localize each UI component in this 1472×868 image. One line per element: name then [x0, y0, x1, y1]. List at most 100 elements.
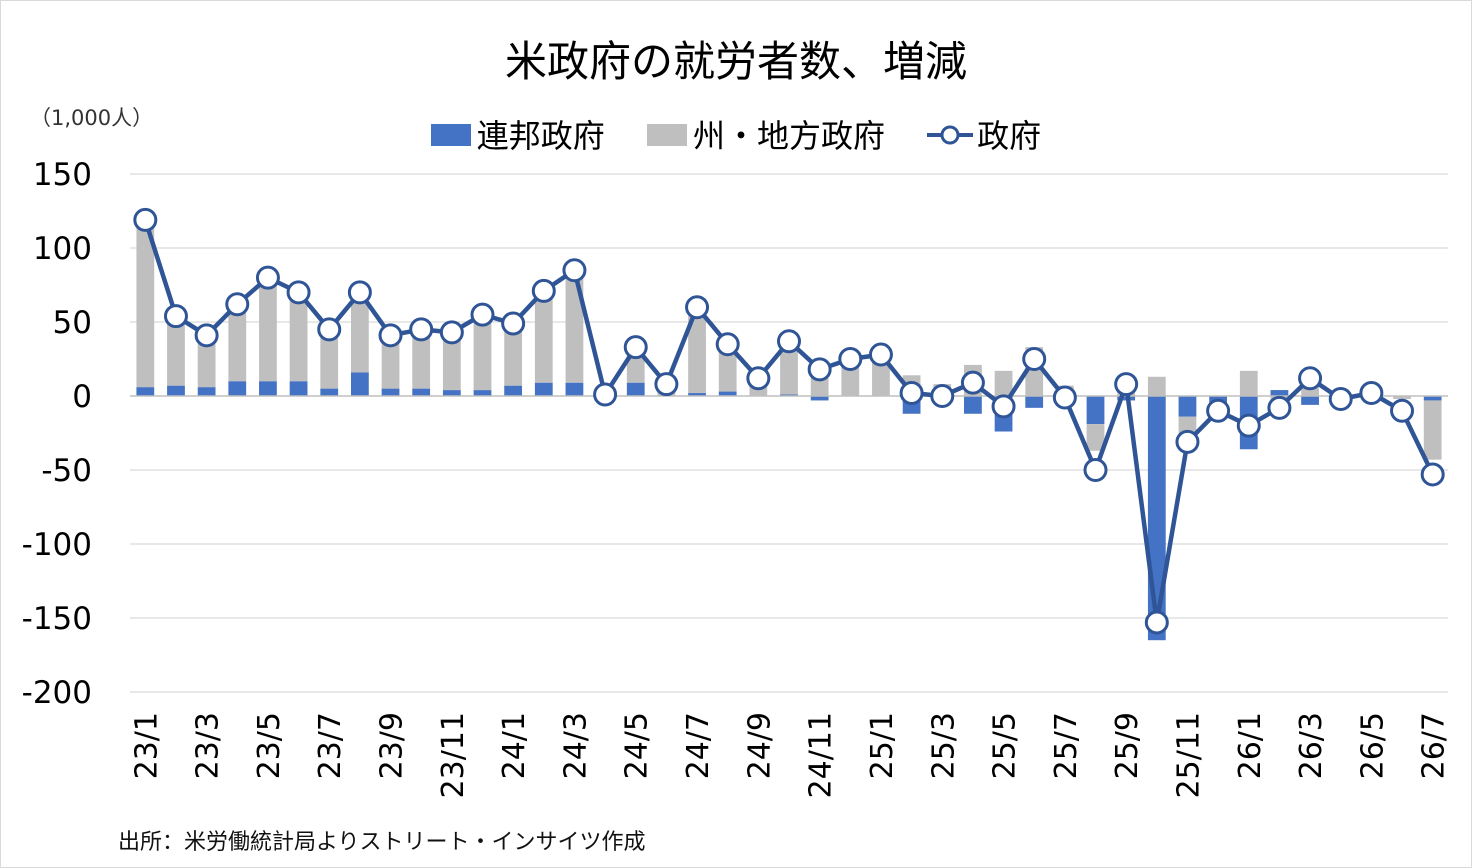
legend-label-federal: 連邦政府 — [476, 117, 605, 155]
government-point — [1420, 462, 1445, 487]
federal-bar — [289, 381, 308, 396]
government-point — [255, 265, 280, 290]
state-local-bar — [136, 219, 155, 388]
y-tick-label: 100 — [33, 231, 92, 267]
state-local-bar — [259, 277, 277, 382]
legend-item-state-local[interactable]: 州・地方政府 — [646, 114, 885, 158]
government-point — [562, 258, 587, 283]
x-tick-label: 26/3 — [1294, 712, 1329, 779]
government-point — [1022, 347, 1047, 371]
government-point — [623, 335, 648, 360]
legend-item-government[interactable]: 政府 — [927, 114, 1041, 158]
government-point — [1206, 398, 1231, 423]
federal-bar — [412, 388, 431, 396]
x-tick-label: 23/1 — [129, 712, 164, 779]
state-local-bar — [197, 335, 216, 388]
state-local-bar — [442, 332, 461, 391]
x-tick-label: 25/3 — [926, 712, 961, 779]
y-tick-label: -100 — [22, 527, 92, 563]
x-tick-label: 23/3 — [191, 712, 226, 779]
federal-bar — [442, 390, 461, 396]
x-tick-label: 24/11 — [804, 712, 839, 798]
legend: 連邦政府 州・地方政府 政府 — [0, 112, 1472, 158]
federal-bar — [1025, 396, 1044, 408]
legend-line-marker-icon — [927, 125, 974, 145]
state-local-bar — [350, 292, 369, 373]
federal-bar — [320, 388, 339, 396]
legend-item-federal[interactable]: 連邦政府 — [430, 114, 605, 158]
state-local-bar — [1086, 424, 1105, 451]
state-local-bar — [688, 307, 706, 394]
federal-bar — [565, 382, 584, 396]
government-point — [194, 323, 219, 348]
state-local-bar — [1239, 370, 1258, 396]
federal-bar — [473, 390, 492, 396]
federal-bar — [1178, 396, 1197, 417]
federal-bar — [688, 393, 706, 396]
legend-label-state-local: 州・地方政府 — [692, 117, 885, 155]
x-tick-label: 26/5 — [1355, 712, 1390, 779]
government-point — [777, 329, 801, 354]
federal-bar — [381, 388, 400, 396]
x-tick-label: 25/9 — [1110, 712, 1145, 779]
x-tick-label: 25/7 — [1049, 712, 1084, 779]
government-point — [1390, 398, 1415, 423]
government-point — [1083, 458, 1108, 482]
government-point — [286, 280, 311, 305]
state-local-bar — [504, 323, 523, 386]
legend-swatch-state-local — [646, 124, 687, 146]
government-point — [838, 347, 863, 371]
government-point — [347, 280, 372, 305]
federal-bar — [197, 387, 216, 396]
federal-bar — [350, 372, 369, 396]
x-tick-label: 24/3 — [558, 712, 593, 779]
x-tick-label: 26/1 — [1233, 712, 1268, 779]
gridlines — [130, 173, 1448, 693]
federal-bar — [228, 381, 247, 396]
legend-label-government: 政府 — [977, 117, 1042, 155]
federal-bar — [136, 387, 155, 396]
x-axis-ticks: 23/1 23/3 23/5 23/7 23/9 23/11 24/1 24/3 24/5 24/… — [129, 712, 1451, 798]
y-axis-unit-label: （1,000人） — [30, 106, 154, 130]
federal-bar — [718, 391, 737, 396]
government-point — [654, 372, 679, 397]
state-local-bar — [1147, 376, 1166, 396]
government-point — [531, 278, 556, 303]
federal-bar — [1086, 396, 1105, 425]
state-local-bar — [534, 290, 553, 383]
state-local-bar — [780, 341, 798, 395]
y-tick-label: -200 — [22, 675, 92, 711]
government-line — [133, 207, 1445, 635]
state-local-bar — [994, 370, 1013, 396]
federal-bar — [534, 382, 553, 396]
y-tick-label: -150 — [22, 601, 92, 637]
x-tick-label: 25/5 — [988, 712, 1023, 779]
y-tick-label: -50 — [41, 453, 92, 489]
legend-swatch-federal — [430, 124, 471, 146]
federal-bar — [167, 385, 185, 396]
federal-bar — [964, 396, 982, 414]
state-local-bar — [1423, 400, 1442, 460]
state-local-bar — [1393, 396, 1411, 399]
x-tick-label: 23/9 — [375, 712, 410, 779]
government-point — [960, 370, 985, 395]
government-point — [746, 366, 771, 391]
government-point — [409, 317, 434, 342]
government-point — [930, 384, 955, 408]
government-point — [1052, 385, 1077, 410]
government-point — [470, 302, 495, 327]
government-point — [1114, 372, 1139, 397]
federal-bar — [1301, 396, 1319, 405]
government-point — [163, 304, 188, 329]
government-point — [1236, 413, 1261, 438]
government-point — [1144, 610, 1169, 635]
x-tick-label: 23/5 — [252, 712, 287, 779]
government-point — [685, 295, 710, 320]
government-point — [1328, 386, 1353, 411]
y-axis-ticks: 150 100 50 0 -50 -100 -150 -200 — [22, 157, 92, 711]
government-point — [1359, 381, 1384, 406]
government-point — [991, 394, 1016, 419]
state-local-bar — [289, 292, 308, 382]
state-local-bar — [412, 329, 431, 389]
